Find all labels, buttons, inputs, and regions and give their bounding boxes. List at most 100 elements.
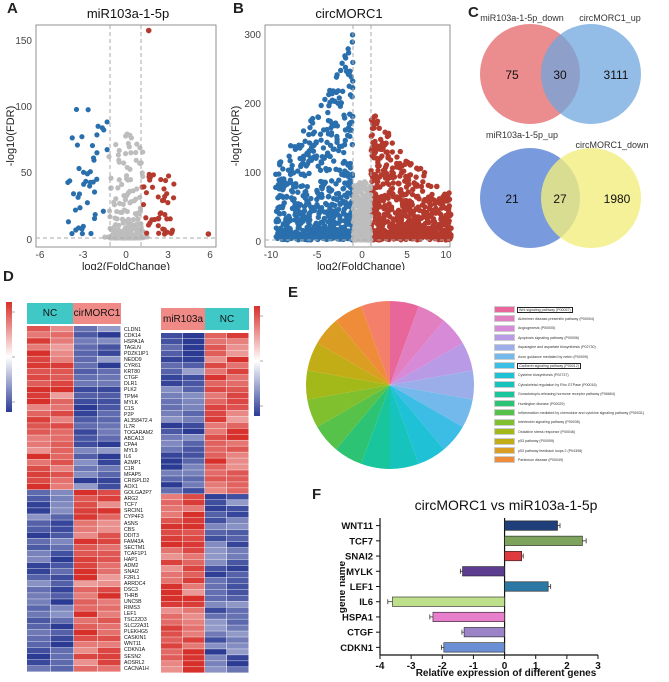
volcano-b-point	[358, 190, 364, 196]
volcano-a-point	[116, 157, 122, 163]
heatmap-left-cell	[97, 447, 121, 454]
heatmap-left-cell	[50, 514, 74, 520]
volcano-b-point-up	[371, 113, 378, 120]
va-ytick-50: 50	[21, 168, 33, 179]
heatmap-right-cell	[161, 374, 183, 381]
heatmap-right-cell	[161, 607, 183, 613]
heatmap-right-cell	[161, 535, 183, 542]
volcano-b-point-down	[308, 144, 315, 151]
heatmap-right-cell	[183, 446, 205, 452]
va-ytick-0: 0	[26, 235, 32, 246]
volcano-a-point	[141, 234, 147, 240]
heatmap-right-cell	[183, 362, 205, 369]
heatmap-left-cell	[27, 423, 50, 429]
heatmap-left-cell	[50, 453, 74, 460]
heatmap-right-cell	[161, 494, 183, 500]
volcano-b-point-up	[392, 210, 399, 216]
volcano-a-point	[137, 234, 143, 240]
volcano-b-point-down	[297, 155, 303, 162]
venn1-right-count: 3111	[604, 68, 629, 82]
heatmap-right-cell	[161, 344, 183, 351]
volcano-a-point-down	[80, 169, 87, 175]
heatmap-left-cell	[50, 653, 74, 660]
heatmap-left-cell	[74, 629, 97, 636]
volcano-a-point	[126, 144, 132, 150]
bar-tcf7	[504, 535, 583, 546]
heatmap-right-cell	[205, 667, 227, 673]
bar-category-label: IL6	[359, 597, 373, 608]
heatmap-right-cell	[161, 571, 183, 578]
vb-xtick-10: 10	[440, 250, 452, 261]
heatmap-gene-label: ASNS	[124, 520, 139, 527]
heatmap-gene-label: CDKN1A	[124, 647, 146, 654]
heatmap-left-cell	[27, 641, 50, 648]
volcano-b-point-down	[343, 229, 350, 236]
vb-xtick-m10: -10	[264, 250, 279, 261]
heatmap-left-cell	[27, 332, 50, 338]
bar-x-tick-label: 0	[502, 661, 508, 672]
volcano-b-point-up	[380, 167, 387, 174]
heatmap-left-cell	[27, 368, 50, 375]
heatmap-left-cell	[97, 538, 121, 545]
heatmap-left-cell	[97, 520, 121, 526]
vb-xlabel: log2(FoldChange)	[317, 261, 405, 270]
volcano-a-point	[125, 216, 132, 222]
heatmap-left-cell	[27, 605, 50, 611]
heatmap-left-cell	[50, 410, 74, 417]
volcano-a-point	[106, 154, 112, 160]
heatmap-gene-label: THRB	[124, 593, 139, 600]
volcano-plot-b: circMORC1 0 100 200 300 -10 -5 0 5 10 lo…	[230, 6, 454, 270]
heatmap-right-cell	[161, 446, 183, 452]
volcano-b-point-down	[280, 186, 286, 192]
heatmap-left-cell	[50, 508, 74, 514]
volcano-b-point-up	[385, 153, 391, 159]
heatmap-left-cell	[97, 441, 121, 448]
volcano-b-point-down	[297, 201, 304, 208]
heatmap-right-cell	[227, 505, 249, 512]
heatmap-right-cell	[227, 643, 249, 649]
heatmap-left-cell	[97, 386, 121, 393]
volcano-b-point-up	[410, 212, 416, 218]
volcano-a-point-up	[146, 171, 152, 177]
pie-slice	[390, 385, 444, 464]
heatmap-left-cell	[50, 611, 74, 617]
heatmap-left-cell	[74, 435, 97, 441]
heatmap-gene-label: A2MP1	[124, 460, 142, 467]
heatmap-right-cell	[227, 380, 249, 387]
heatmap-right-cell	[183, 595, 205, 602]
volcano-b-point-up	[379, 153, 385, 159]
volcano-b-point-down	[318, 205, 325, 211]
volcano-b-point-up	[426, 196, 433, 202]
volcano-b-point-down	[334, 196, 340, 203]
volcano-b-point-down	[283, 194, 290, 200]
heatmap-left-cell	[97, 326, 121, 332]
heatmap-right-cell	[205, 553, 227, 560]
volcano-b-point-down	[349, 39, 356, 45]
volcano-b-point-up	[403, 158, 409, 165]
heatmap-right-cell	[183, 398, 205, 405]
volcano-b-point-up	[386, 189, 392, 195]
heatmap-right-cell	[227, 607, 249, 613]
heatmap-left-cell	[74, 483, 97, 490]
heatmap-left-cell	[27, 441, 50, 448]
venn2-left-count: 21	[505, 192, 519, 206]
heatmap-right-cell	[161, 386, 183, 393]
heatmap-gene-label: C1R	[124, 466, 135, 473]
volcano-b-point-down	[328, 219, 335, 225]
pie-slice	[390, 306, 444, 385]
volcano-a-point-down	[91, 215, 98, 222]
heatmap-left-cell	[74, 338, 97, 344]
volcano-a-point	[139, 170, 145, 176]
va-xlabel: log2(FoldChange)	[82, 261, 170, 270]
volcano-b-point	[363, 218, 369, 224]
volcano-b-point-down	[327, 205, 333, 211]
volcano-b-point-up	[382, 232, 388, 238]
heatmap-right-cell	[205, 488, 227, 494]
volcano-b-point-up	[446, 190, 452, 196]
heatmap-left-cell	[97, 526, 121, 532]
volcano-b-point-down	[341, 115, 348, 121]
heatmap-right-cell	[183, 601, 205, 607]
volcano-b-point-down	[324, 150, 331, 156]
venn1-left-count: 75	[505, 68, 519, 82]
heatmap-left-cell	[97, 580, 121, 587]
